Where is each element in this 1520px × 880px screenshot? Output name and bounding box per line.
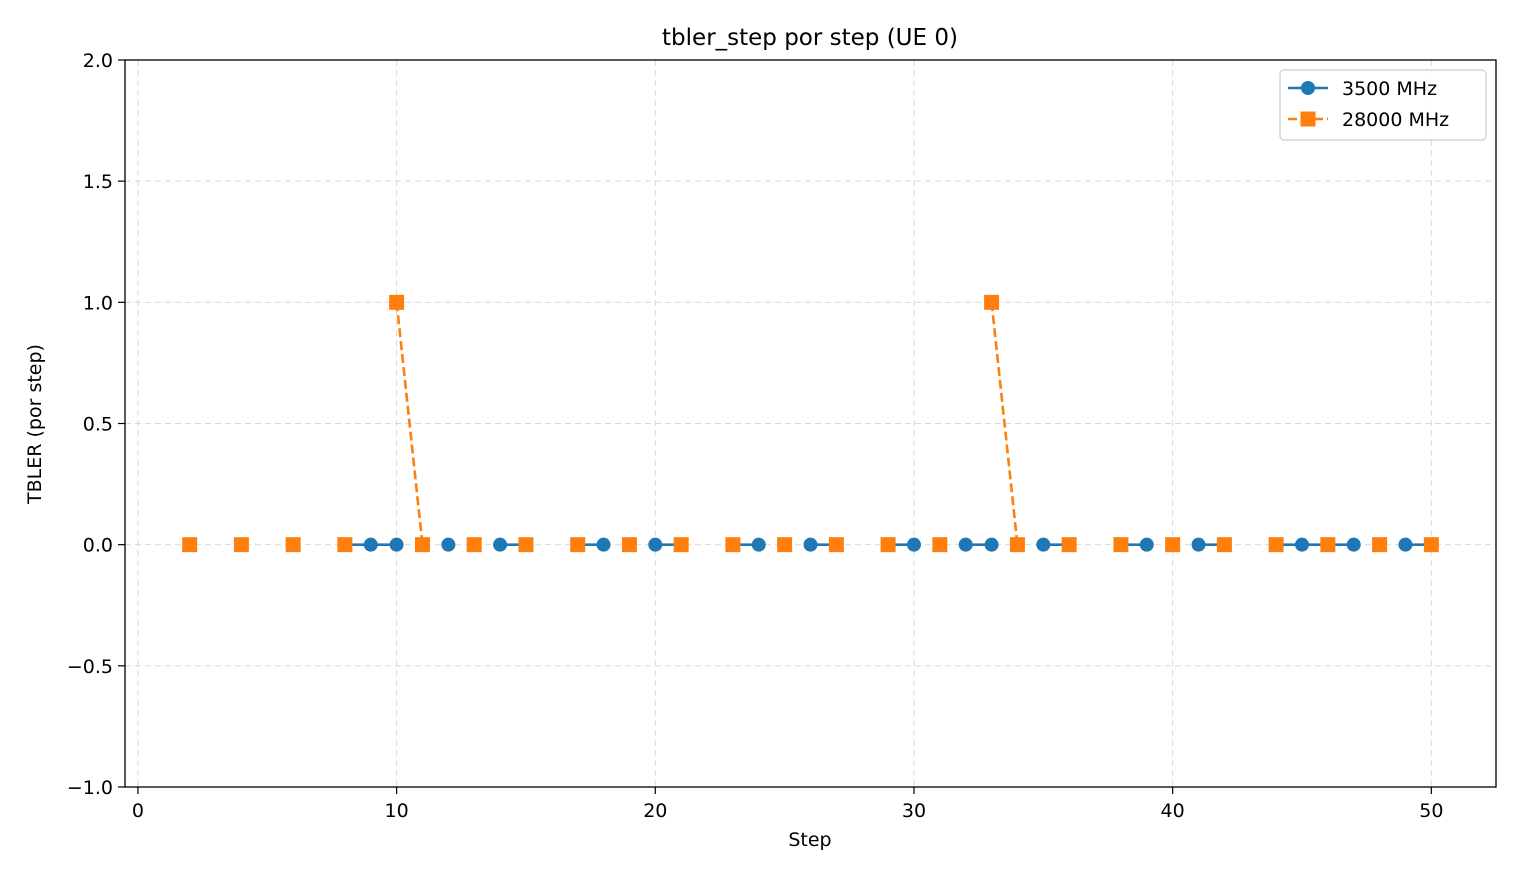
series-line: [395, 302, 424, 545]
legend-label: 3500 MHz: [1342, 78, 1437, 100]
y-tick-label: 1.5: [83, 171, 113, 193]
data-point: [1139, 537, 1154, 552]
data-point: [363, 537, 378, 552]
chart-title: tbler_step por step (UE 0): [662, 25, 958, 51]
x-tick-label: 0: [132, 800, 144, 822]
axis-ticks: 0 10 20 30 40 50 −1.0 −0.5 0.0 0.5 1.0 1.5 2.0: [67, 50, 1444, 822]
data-point: [828, 537, 844, 553]
data-point: [751, 537, 766, 552]
data-point: [570, 537, 586, 553]
data-point: [1216, 537, 1232, 553]
legend-marker: [1300, 111, 1316, 127]
data-point: [1268, 537, 1284, 553]
series-1: [182, 294, 1439, 553]
series-line: [990, 302, 1019, 545]
data-point: [803, 537, 818, 552]
data-point: [1372, 537, 1388, 553]
data-point: [1346, 537, 1361, 552]
data-point: [1294, 537, 1309, 552]
data-point: [1036, 537, 1051, 552]
y-tick-label: −0.5: [67, 656, 113, 678]
data-point: [337, 537, 353, 553]
legend-marker: [1301, 81, 1315, 95]
x-tick-label: 40: [1161, 800, 1185, 822]
y-tick-label: −1.0: [67, 777, 113, 799]
data-point: [906, 537, 921, 552]
x-axis-label: Step: [788, 829, 831, 851]
data-point: [389, 537, 404, 552]
data-point: [932, 537, 948, 553]
data-point: [984, 294, 1000, 310]
y-tick-label: 1.0: [83, 292, 113, 314]
data-point: [389, 294, 405, 310]
data-point: [518, 537, 534, 553]
y-tick-label: 0.0: [83, 535, 113, 557]
data-point: [1423, 537, 1439, 553]
x-tick-label: 50: [1419, 800, 1443, 822]
plot-series: [182, 294, 1439, 553]
x-tick-label: 10: [385, 800, 409, 822]
data-point: [621, 537, 637, 553]
data-point: [958, 537, 973, 552]
data-point: [1009, 537, 1025, 553]
y-tick-label: 2.0: [83, 50, 113, 72]
y-tick-label: 0.5: [83, 414, 113, 436]
data-point: [1165, 537, 1181, 553]
data-point: [1191, 537, 1206, 552]
data-point: [648, 537, 663, 552]
legend-box: [1279, 69, 1487, 141]
y-axis-label: TBLER (por step): [24, 344, 46, 505]
data-point: [984, 537, 999, 552]
data-point: [1113, 537, 1129, 553]
data-point: [1320, 537, 1336, 553]
data-point: [441, 537, 456, 552]
data-point: [1398, 537, 1413, 552]
data-point: [493, 537, 508, 552]
x-tick-label: 20: [643, 800, 667, 822]
legend-label: 28000 MHz: [1342, 109, 1449, 131]
data-point: [1061, 537, 1077, 553]
data-point: [777, 537, 793, 553]
data-point: [285, 537, 301, 553]
data-point: [414, 537, 430, 553]
data-point: [182, 537, 198, 553]
data-point: [880, 537, 896, 553]
data-point: [725, 537, 741, 553]
x-tick-label: 30: [902, 800, 926, 822]
data-point: [673, 537, 689, 553]
legend: 3500 MHz 28000 MHz: [1279, 69, 1487, 141]
data-point: [466, 537, 482, 553]
data-point: [596, 537, 611, 552]
data-point: [233, 537, 249, 553]
